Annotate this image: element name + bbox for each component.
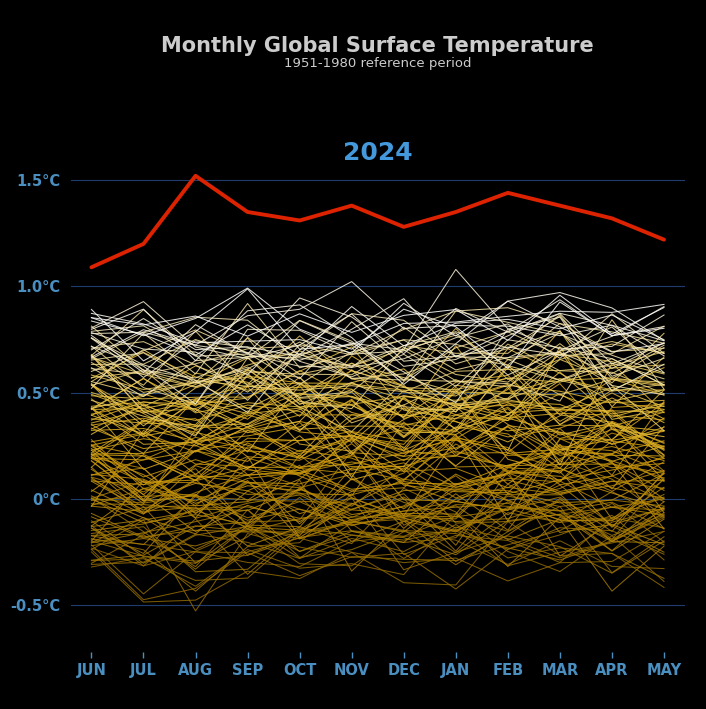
Text: Monthly Global Surface Temperature: Monthly Global Surface Temperature <box>162 36 594 56</box>
Text: 1951-1980 reference period: 1951-1980 reference period <box>284 57 472 70</box>
Text: 2024: 2024 <box>343 141 412 165</box>
